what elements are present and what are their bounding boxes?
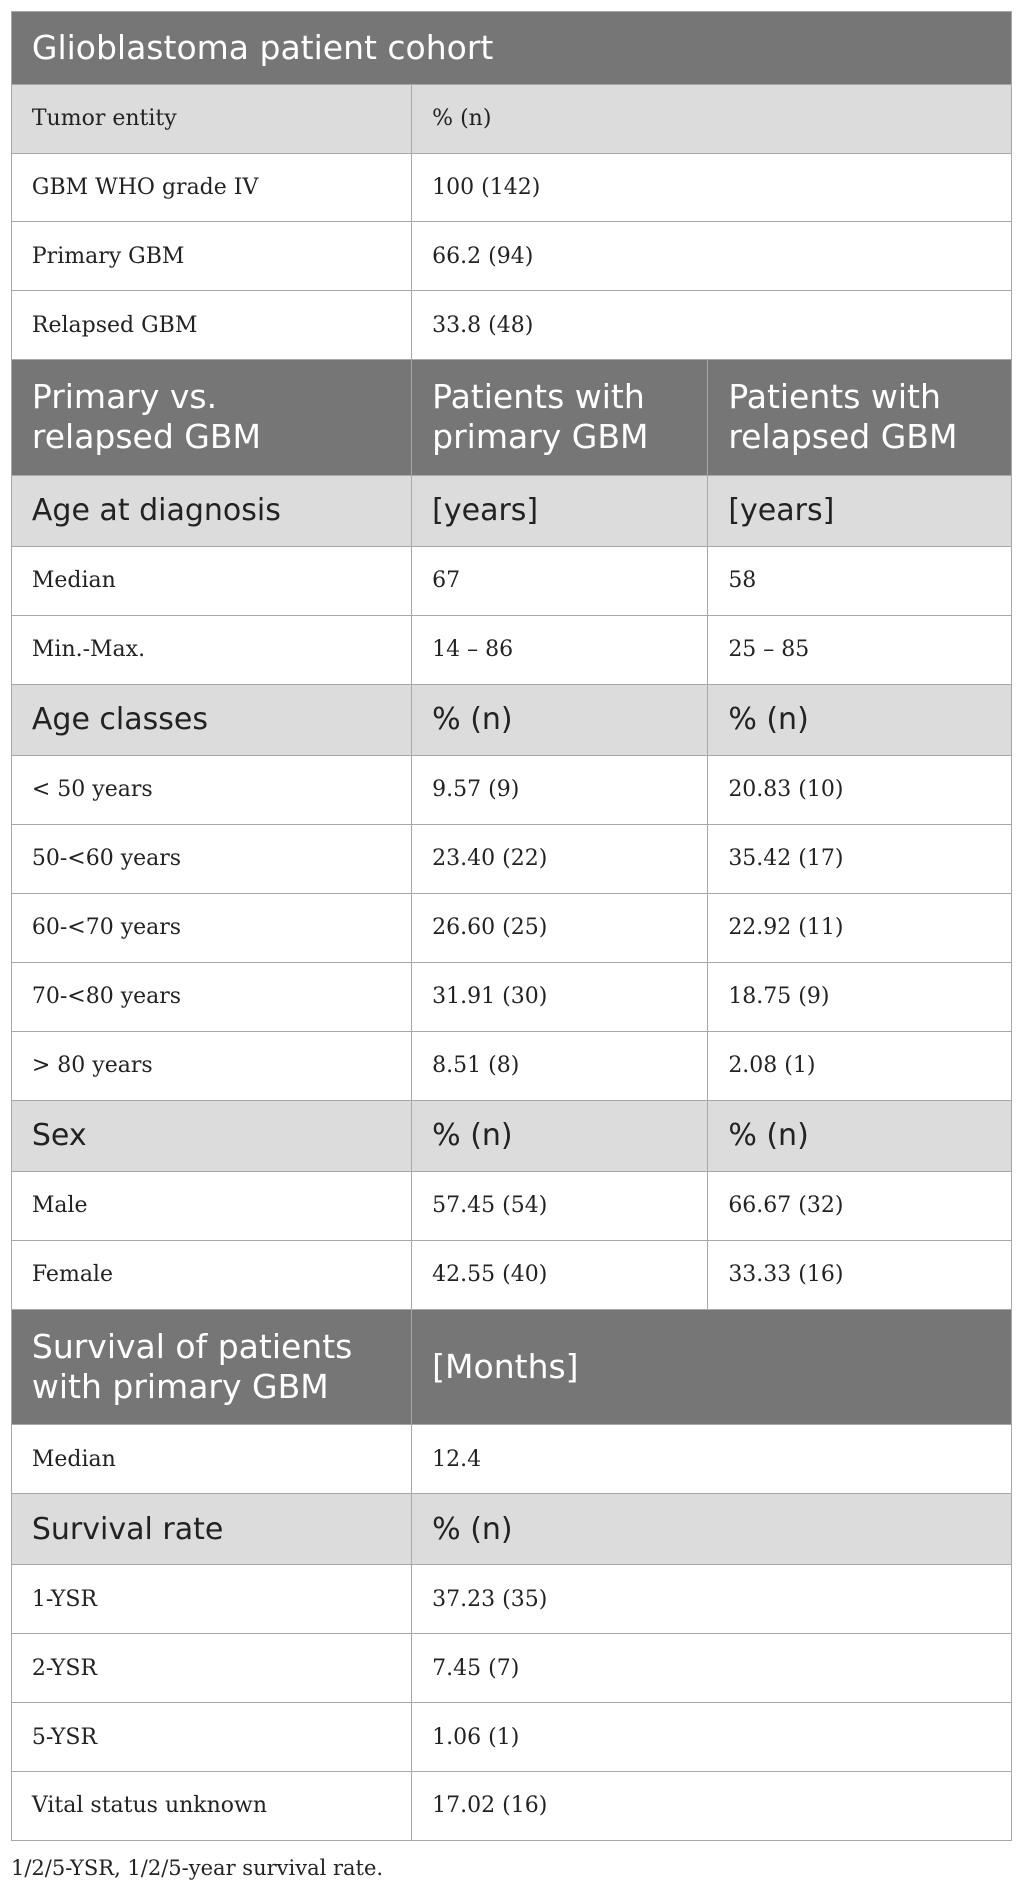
- table-cell: 67: [412, 546, 709, 616]
- table-cell: 33.33 (16): [708, 1240, 1012, 1310]
- table-cell: 14 – 86: [412, 615, 709, 685]
- table-cell: 20.83 (10): [708, 756, 1012, 825]
- table-cell: 58: [708, 546, 1012, 616]
- table-cell: 100 (142): [412, 153, 1012, 223]
- table-cell: Min.-Max.: [10, 615, 413, 685]
- table-cell: 42.55 (40): [412, 1240, 709, 1310]
- table-cell: Primary GBM: [10, 222, 413, 292]
- table-cell: 1.06 (1): [412, 1703, 1012, 1772]
- table-cell: 66.2 (94): [412, 222, 1012, 292]
- subheader-cell: Survival rate: [10, 1493, 413, 1566]
- table-cell: 22.92 (11): [708, 893, 1012, 963]
- subheader-cell: Age classes: [10, 684, 413, 757]
- section-header: Patients with relapsed GBM: [708, 360, 1012, 476]
- table-cell: 8.51 (8): [412, 1031, 709, 1101]
- table-cell: Median: [10, 546, 413, 616]
- table-cell: < 50 years: [10, 756, 413, 825]
- table-cell: 1-YSR: [10, 1565, 413, 1635]
- table-cell: 33.8 (48): [412, 291, 1012, 361]
- table-cell: 66.67 (32): [708, 1171, 1012, 1241]
- table-cell: > 80 years: [10, 1031, 413, 1101]
- section-header: Patients with primary GBM: [412, 360, 709, 476]
- table-cell: Median: [10, 1425, 413, 1494]
- table-cell: 7.45 (7): [412, 1634, 1012, 1704]
- table-cell: Female: [10, 1240, 413, 1310]
- table-cell: 35.42 (17): [708, 824, 1012, 894]
- table-cell: 50-<60 years: [10, 824, 413, 894]
- table-cell: 18.75 (9): [708, 962, 1012, 1032]
- footnote: 1/2/5-YSR, 1/2/5-year survival rate.: [11, 1856, 384, 1880]
- subheader-cell: Age at diagnosis: [10, 475, 413, 547]
- subheader-cell: % (n): [412, 84, 1012, 154]
- subheader-cell: [years]: [708, 475, 1012, 547]
- table-cell: 57.45 (54): [412, 1171, 709, 1241]
- subheader-cell: % (n): [708, 684, 1012, 757]
- section-header: Glioblastoma patient cohort: [10, 10, 1012, 85]
- section-header: [Months]: [412, 1309, 1012, 1426]
- subheader-cell: % (n): [412, 1493, 1012, 1566]
- table-cell: Male: [10, 1171, 413, 1241]
- table-cell: 23.40 (22): [412, 824, 709, 894]
- table-cell: 37.23 (35): [412, 1565, 1012, 1635]
- table-cell: 25 – 85: [708, 615, 1012, 685]
- subheader-cell: % (n): [412, 1100, 709, 1172]
- table-cell: Relapsed GBM: [10, 291, 413, 361]
- subheader-cell: % (n): [412, 684, 709, 757]
- table-cell: 2.08 (1): [708, 1031, 1012, 1101]
- table-cell: 70-<80 years: [10, 962, 413, 1032]
- table-cell: GBM WHO grade IV: [10, 153, 413, 223]
- table-cell: Vital status unknown: [10, 1771, 413, 1841]
- table-cell: 2-YSR: [10, 1634, 413, 1704]
- section-header: Survival of patients with primary GBM: [10, 1309, 413, 1426]
- table-cell: 26.60 (25): [412, 893, 709, 963]
- subheader-cell: Tumor entity: [10, 84, 413, 154]
- subheader-cell: [years]: [412, 475, 709, 547]
- table-cell: 17.02 (16): [412, 1771, 1012, 1841]
- section-header: Primary vs. relapsed GBM: [10, 360, 413, 476]
- table-cell: 12.4: [412, 1425, 1012, 1494]
- subheader-cell: % (n): [708, 1100, 1012, 1172]
- table-cell: 60-<70 years: [10, 893, 413, 963]
- table-cell: 9.57 (9): [412, 756, 709, 825]
- subheader-cell: Sex: [10, 1100, 413, 1172]
- table-cell: 5-YSR: [10, 1703, 413, 1772]
- table-cell: 31.91 (30): [412, 962, 709, 1032]
